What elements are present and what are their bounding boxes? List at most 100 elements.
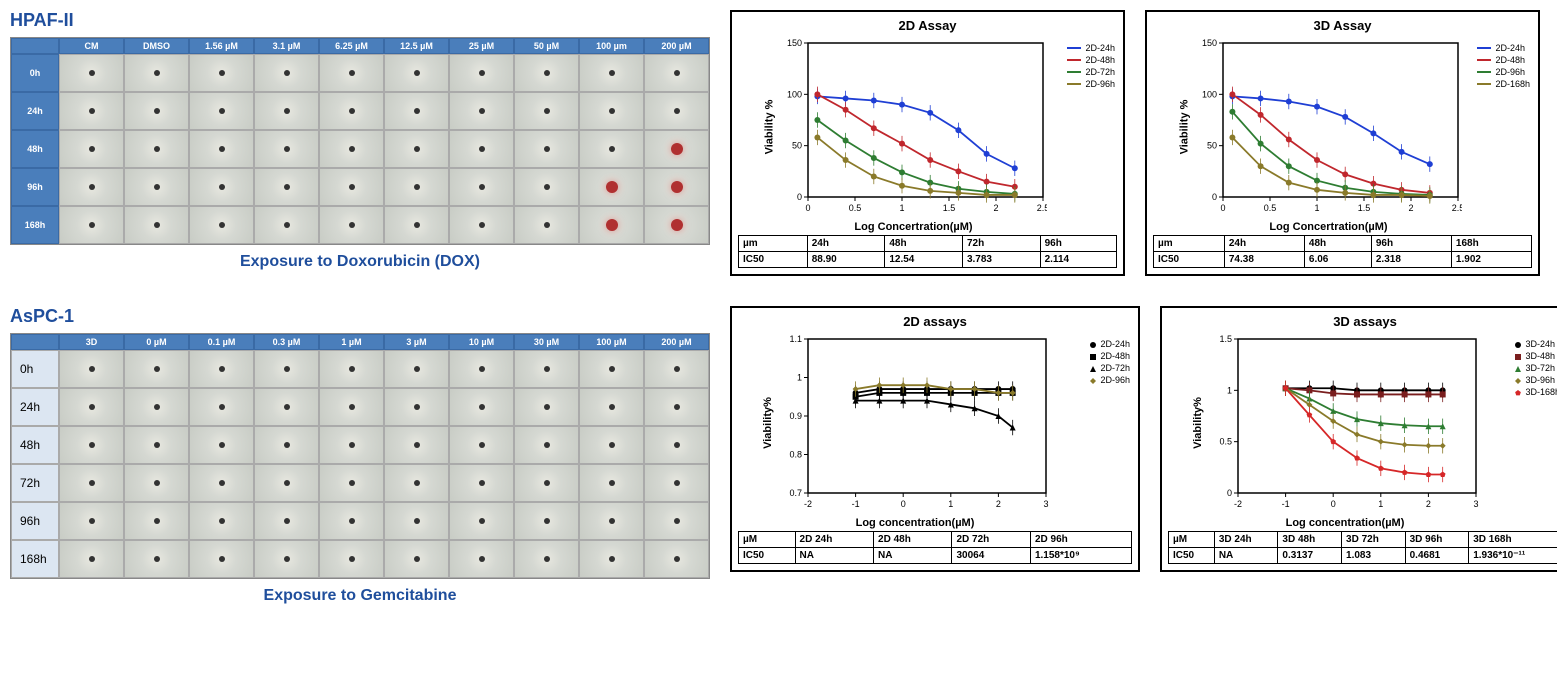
well-image xyxy=(449,350,514,388)
svg-text:0: 0 xyxy=(1212,192,1217,202)
ic50-header-cell: 2D 24h xyxy=(795,532,873,548)
aspc-caption: Exposure to Gemcitabine xyxy=(10,587,710,605)
svg-text:100: 100 xyxy=(787,89,802,99)
well-image xyxy=(384,502,449,540)
legend-label: 2D-48h xyxy=(1085,55,1115,65)
grid-col-header: 12.5 µM xyxy=(384,38,449,54)
legend-label: 2D-96h xyxy=(1495,67,1525,77)
well-image xyxy=(124,168,189,206)
well-image xyxy=(254,350,319,388)
grid-col-header: 10 µM xyxy=(449,334,514,350)
well-image xyxy=(319,130,384,168)
well-image xyxy=(384,168,449,206)
svg-text:1.5: 1.5 xyxy=(1358,203,1371,213)
svg-text:1: 1 xyxy=(1227,385,1232,395)
well-image xyxy=(124,350,189,388)
well-image xyxy=(59,130,124,168)
well-image xyxy=(59,464,124,502)
well-image xyxy=(59,206,124,244)
well-image xyxy=(189,502,254,540)
svg-text:2: 2 xyxy=(993,203,998,213)
well-image xyxy=(319,206,384,244)
well-image xyxy=(644,388,709,426)
ic50-value-cell: 2.318 xyxy=(1371,252,1451,268)
well-image xyxy=(644,54,709,92)
well-image xyxy=(254,502,319,540)
svg-text:1: 1 xyxy=(1378,499,1383,509)
grid-col-header: DMSO xyxy=(124,38,189,54)
legend-label: 3D-72h xyxy=(1525,363,1555,373)
ic50-value-cell: IC50 xyxy=(1169,548,1215,564)
svg-text:-2: -2 xyxy=(804,499,812,509)
ic50-header-cell: 3D 96h xyxy=(1405,532,1469,548)
well-image xyxy=(384,54,449,92)
aspc-row: AsPC-1 3D0 µM0.1 µM0.3 µM1 µM3 µM10 µM30… xyxy=(10,306,1547,605)
legend-label: 2D-72h xyxy=(1100,363,1130,373)
aspc-image-grid: 3D0 µM0.1 µM0.3 µM1 µM3 µM10 µM30 µM100 … xyxy=(10,333,710,579)
well-image xyxy=(254,206,319,244)
well-image xyxy=(449,388,514,426)
ic50-header-cell: µM xyxy=(1169,532,1215,548)
ic50-value-cell: 1.158*10⁹ xyxy=(1030,548,1131,564)
well-image xyxy=(579,350,644,388)
grid-col-header: 200 µM xyxy=(644,334,709,350)
legend-label: 3D-168h xyxy=(1525,387,1557,397)
well-image xyxy=(254,168,319,206)
legend-label: 3D-48h xyxy=(1525,351,1555,361)
well-image xyxy=(644,502,709,540)
legend-item: 2D-96h xyxy=(1089,375,1130,385)
svg-text:-2: -2 xyxy=(1234,499,1242,509)
plot-svg: 00.511.5-2-10123 xyxy=(1210,333,1480,513)
grid-col-header: 3.1 µM xyxy=(254,38,319,54)
ic50-header-cell: 24h xyxy=(807,236,885,252)
y-axis-label: Viability% xyxy=(1192,397,1204,449)
well-image xyxy=(59,54,124,92)
svg-text:50: 50 xyxy=(1207,141,1217,151)
well-image xyxy=(189,130,254,168)
well-image xyxy=(254,92,319,130)
well-image xyxy=(189,426,254,464)
svg-text:0: 0 xyxy=(805,203,810,213)
ic50-value-cell: 0.4681 xyxy=(1405,548,1469,564)
well-image xyxy=(254,54,319,92)
well-image xyxy=(514,388,579,426)
well-image xyxy=(319,540,384,578)
grid-col-header: 3 µM xyxy=(384,334,449,350)
aspc-left-panel: AsPC-1 3D0 µM0.1 µM0.3 µM1 µM3 µM10 µM30… xyxy=(10,306,710,605)
well-image xyxy=(59,540,124,578)
svg-text:0: 0 xyxy=(797,192,802,202)
well-image xyxy=(579,130,644,168)
well-image xyxy=(59,502,124,540)
ic50-value-cell: IC50 xyxy=(1154,252,1225,268)
grid-col-header: 1 µM xyxy=(319,334,384,350)
svg-text:2.5: 2.5 xyxy=(1037,203,1047,213)
chart-area: Viability % 05010015000.511.522.5 Log Co… xyxy=(780,37,1047,217)
well-image xyxy=(644,350,709,388)
svg-text:1.1: 1.1 xyxy=(789,334,802,344)
legend-label: 2D-48h xyxy=(1495,55,1525,65)
well-image xyxy=(579,206,644,244)
svg-text:3: 3 xyxy=(1043,499,1048,509)
well-image xyxy=(644,464,709,502)
svg-text:2: 2 xyxy=(1426,499,1431,509)
well-image xyxy=(189,540,254,578)
legend-item: 2D-24h xyxy=(1067,43,1115,53)
well-image xyxy=(579,54,644,92)
well-image xyxy=(514,130,579,168)
svg-text:0.8: 0.8 xyxy=(789,450,802,460)
well-image xyxy=(59,388,124,426)
y-axis-label: Viability% xyxy=(762,397,774,449)
well-image xyxy=(449,54,514,92)
grid-row-header: 48h xyxy=(11,130,59,168)
well-image xyxy=(189,206,254,244)
well-image xyxy=(514,206,579,244)
legend-item: 2D-168h xyxy=(1477,79,1530,89)
legend-item: 2D-72h xyxy=(1067,67,1115,77)
hpaf-caption: Exposure to Doxorubicin (DOX) xyxy=(10,253,710,271)
y-axis-label: Viability % xyxy=(1178,100,1190,155)
ic50-header-cell: 3D 24h xyxy=(1214,532,1278,548)
well-image xyxy=(254,540,319,578)
well-image xyxy=(254,388,319,426)
x-axis-label: Log concentration(µM) xyxy=(856,517,975,529)
well-image xyxy=(579,388,644,426)
